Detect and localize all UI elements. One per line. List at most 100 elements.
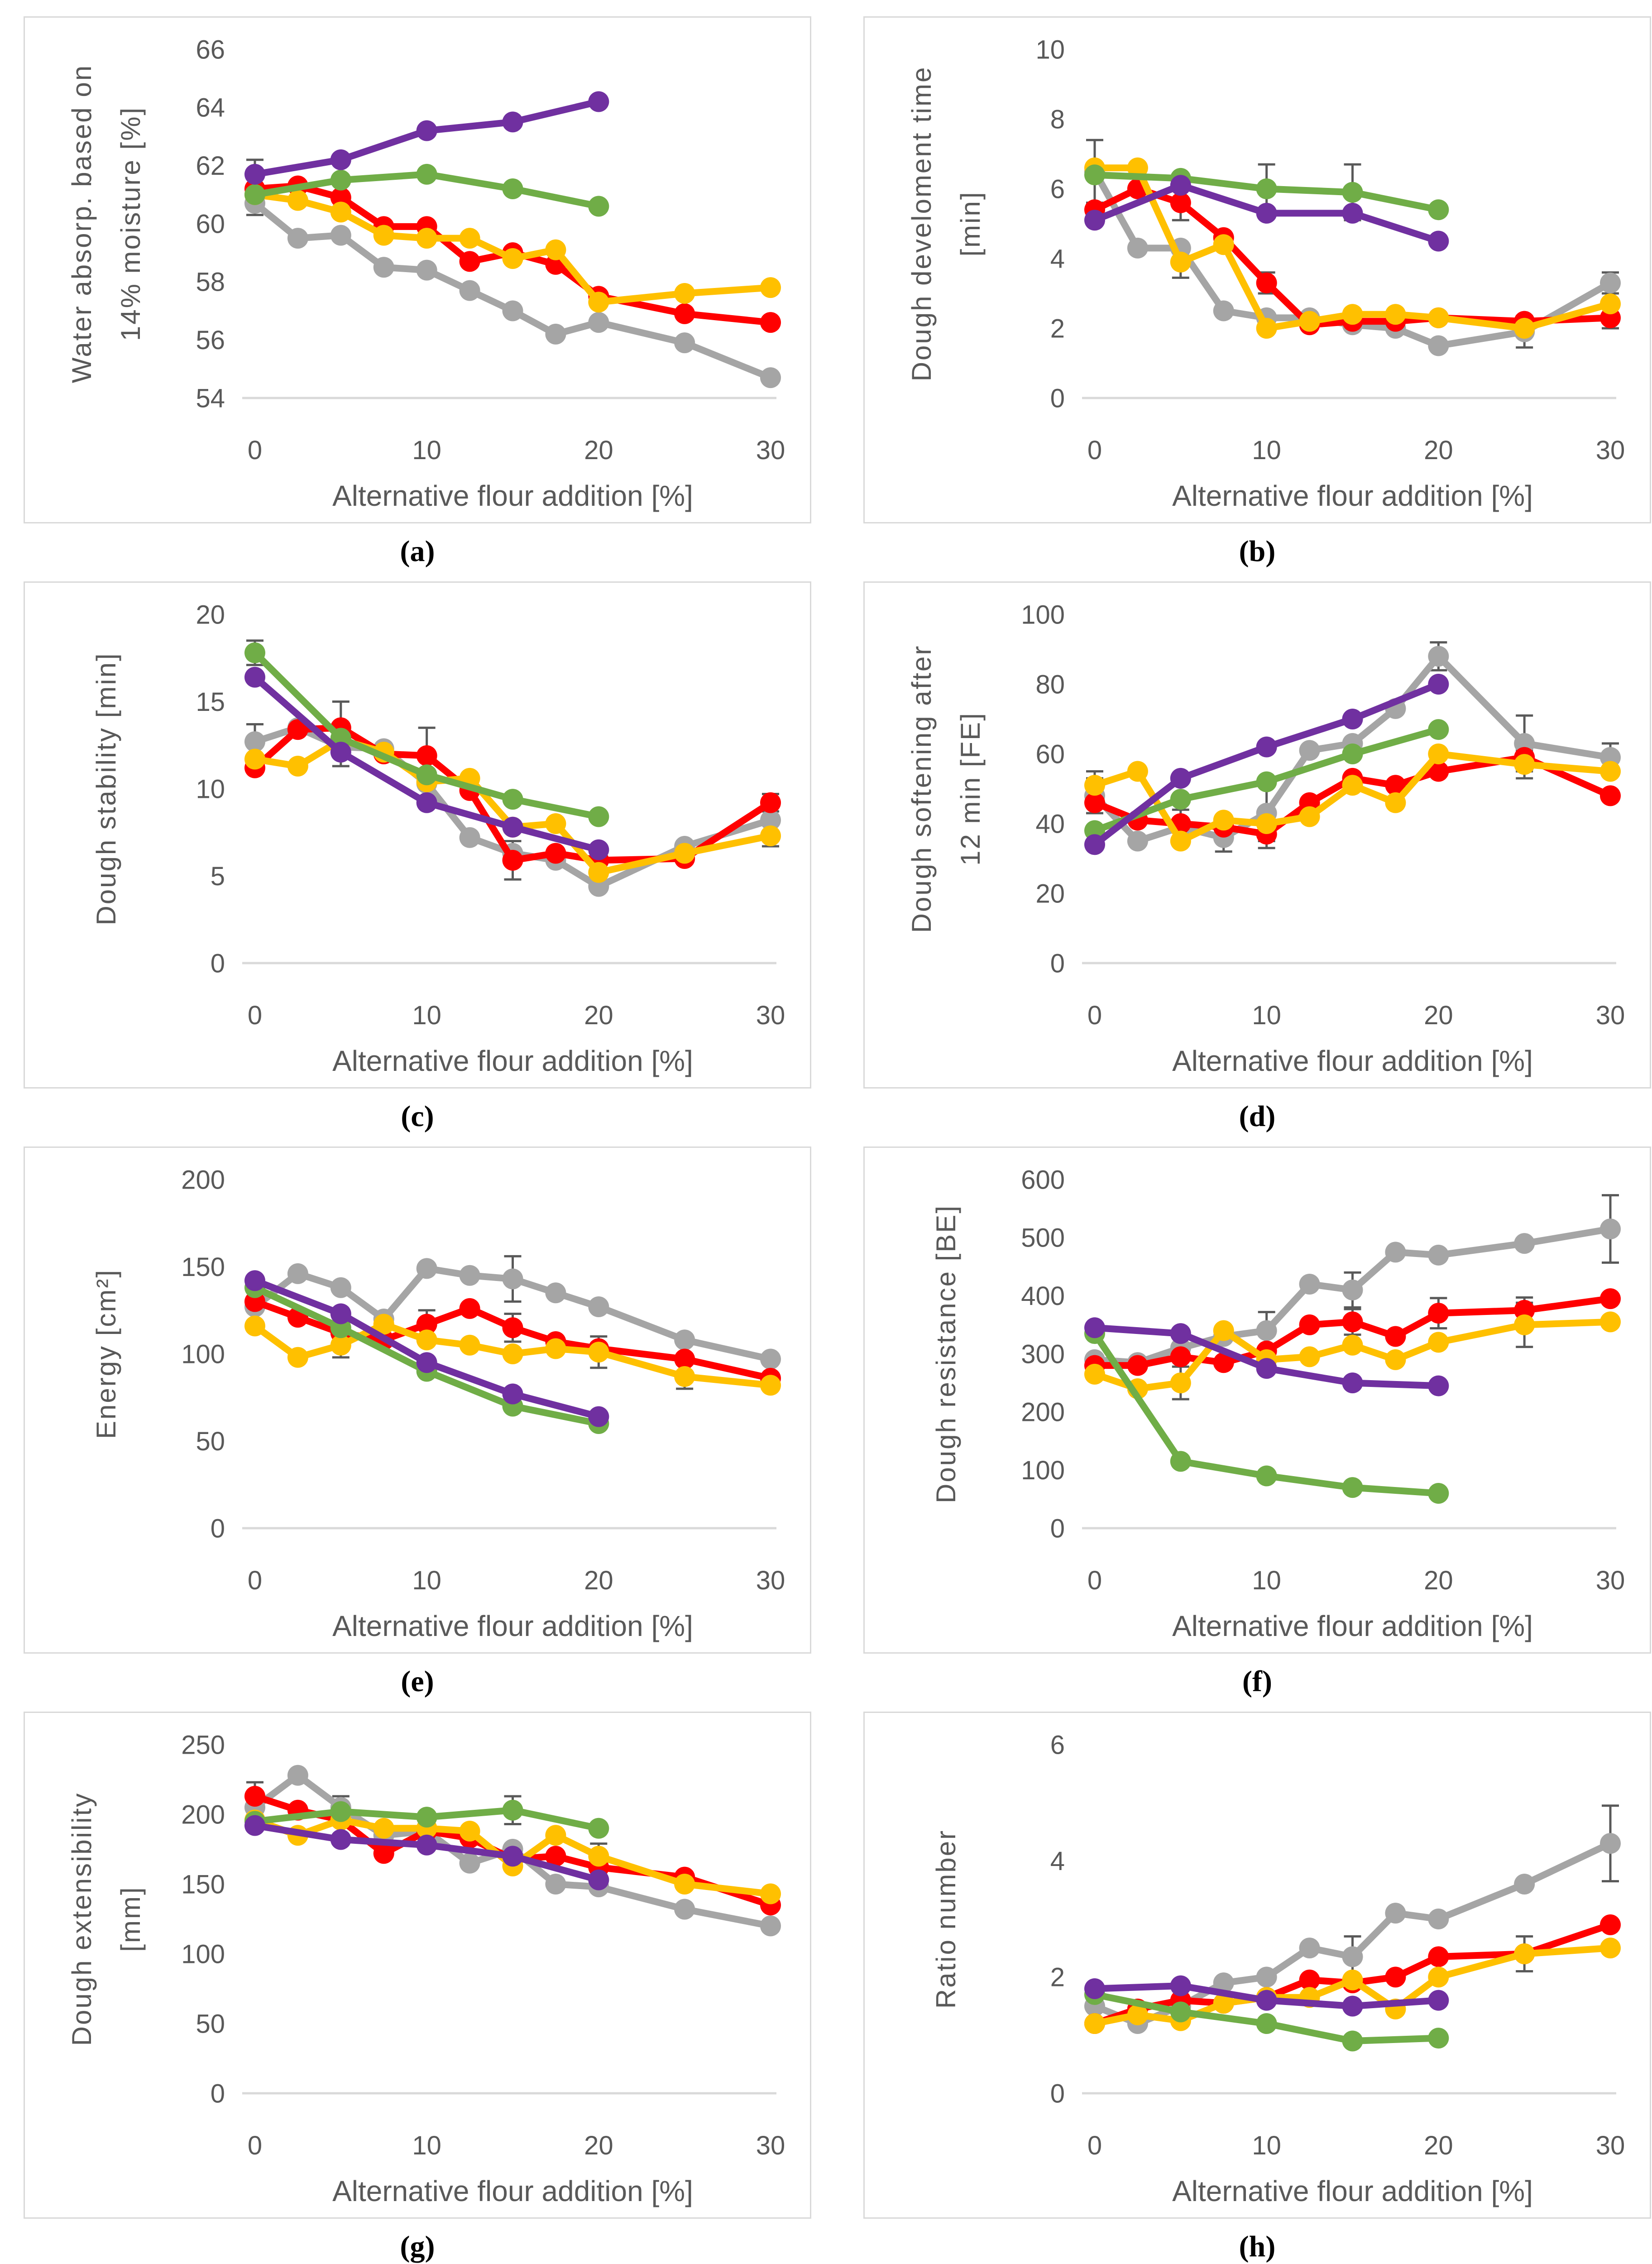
svg-text:300: 300 [1021,1339,1065,1369]
svg-text:4: 4 [1050,1847,1065,1876]
chart-b-canvas: 0 2 4 6 8 10 0 10 20 30 Alternative flour addition… [906,35,1625,512]
chart-panel-c: 0 5 10 15 20 0 10 20 30 Alternative flour additio… [24,581,811,1089]
svg-text:58: 58 [196,268,225,297]
svg-text:Alternative flour addition [%]: Alternative flour addition [%] [1172,480,1533,512]
svg-text:20: 20 [584,2131,613,2160]
svg-text:Alternative flour addition [%]: Alternative flour addition [%] [332,1045,693,1077]
svg-text:0: 0 [1050,949,1065,978]
caption-g: (g) [400,2230,435,2263]
svg-text:2: 2 [1050,1963,1065,1992]
svg-text:200: 200 [181,1165,225,1194]
svg-text:[mm]: [mm] [115,1886,146,1952]
svg-text:10: 10 [1252,436,1281,465]
figure-panel-b: 0 2 4 6 8 10 0 10 20 30 Alternative flour addition… [863,16,1651,575]
svg-text:Alternative flour addition [%]: Alternative flour addition [%] [332,480,693,512]
chart-f-canvas: 0 100 200 300 400 500 600 0 10 20 30 Alternative fl… [931,1165,1625,1642]
svg-text:10: 10 [1252,2131,1281,2160]
svg-text:0: 0 [248,2131,262,2160]
svg-text:0: 0 [1050,1514,1065,1543]
svg-text:0: 0 [211,1514,225,1543]
svg-text:30: 30 [1596,1001,1625,1030]
svg-text:Alternative flour addition [%]: Alternative flour addition [%] [1172,1610,1533,1642]
svg-text:10: 10 [412,1566,441,1595]
svg-text:8: 8 [1050,105,1065,134]
svg-text:30: 30 [756,436,785,465]
svg-text:Dough develoment time: Dough develoment time [906,66,937,382]
svg-text:Alternative flour addition [%]: Alternative flour addition [%] [332,1610,693,1642]
svg-text:64: 64 [196,93,225,123]
svg-text:Alternative flour addition [%]: Alternative flour addition [%] [1172,1045,1533,1077]
svg-text:100: 100 [1021,600,1065,629]
svg-text:10: 10 [412,1001,441,1030]
svg-text:0: 0 [211,949,225,978]
svg-text:0: 0 [248,1566,262,1595]
figure-panel-c: 0 5 10 15 20 0 10 20 30 Alternative flour additio… [24,581,811,1140]
svg-text:15: 15 [196,687,225,717]
svg-text:20: 20 [1424,2131,1453,2160]
chart-g-canvas: 0 50 100 150 200 250 0 10 20 30 Alternative flour … [67,1730,785,2207]
chart-panel-h: 0 2 4 6 0 10 20 30 Alternative flour addition [%… [863,1712,1651,2219]
svg-text:Dough stability [min]: Dough stability [min] [91,652,121,925]
svg-text:0: 0 [211,2079,225,2108]
chart-panel-g: 0 50 100 150 200 250 0 10 20 30 Alternative flour … [24,1712,811,2219]
svg-text:[min]: [min] [955,191,986,256]
figure-panel-h: 0 2 4 6 0 10 20 30 Alternative flour addition [%… [863,1712,1651,2264]
svg-text:30: 30 [756,2131,785,2160]
svg-text:66: 66 [196,35,225,64]
svg-text:0: 0 [248,436,262,465]
svg-text:10: 10 [1252,1566,1281,1595]
svg-text:Energy [cm²]: Energy [cm²] [91,1269,121,1439]
svg-text:0: 0 [1050,2079,1065,2108]
svg-text:30: 30 [756,1001,785,1030]
svg-text:Alternative flour addition [%]: Alternative flour addition [%] [1172,2175,1533,2207]
svg-text:56: 56 [196,326,225,355]
svg-text:50: 50 [196,2009,225,2039]
chart-panel-d: 0 20 40 60 80 100 0 10 20 30 Alternative flour add… [863,581,1651,1089]
svg-text:150: 150 [181,1870,225,1899]
svg-text:2: 2 [1050,314,1065,343]
svg-text:20: 20 [1035,879,1065,908]
chart-panel-f: 0 100 200 300 400 500 600 0 10 20 30 Alternative fl… [863,1146,1651,1654]
caption-a: (a) [400,535,435,568]
caption-f: (f) [1242,1665,1272,1698]
svg-text:0: 0 [248,1001,262,1030]
chart-e-canvas: 0 50 100 150 200 0 10 20 30 Alternative flour add… [91,1165,785,1642]
chart-panel-b: 0 2 4 6 8 10 0 10 20 30 Alternative flour addition… [863,16,1651,523]
svg-text:30: 30 [756,1566,785,1595]
svg-text:80: 80 [1035,670,1065,699]
svg-text:10: 10 [196,774,225,804]
svg-text:Dough extensibility: Dough extensibility [67,1792,97,2046]
svg-text:10: 10 [1252,1001,1281,1030]
chart-h-canvas: 0 2 4 6 0 10 20 30 Alternative flour addition [%… [931,1730,1625,2207]
figure-panel-d: 0 20 40 60 80 100 0 10 20 30 Alternative flour add… [863,581,1651,1140]
svg-text:200: 200 [181,1800,225,1829]
svg-text:150: 150 [181,1252,225,1282]
caption-e: (e) [401,1665,434,1698]
svg-text:100: 100 [181,1339,225,1369]
svg-text:10: 10 [412,2131,441,2160]
caption-b: (b) [1239,535,1276,568]
svg-text:200: 200 [1021,1398,1065,1427]
svg-text:0: 0 [1087,436,1102,465]
chart-panel-a: 54 56 58 60 62 64 66 0 10 20 30 Alternative flour a… [24,16,811,523]
svg-text:20: 20 [1424,1001,1453,1030]
svg-text:0: 0 [1087,1566,1102,1595]
chart-c-canvas: 0 5 10 15 20 0 10 20 30 Alternative flour additio… [91,600,785,1077]
svg-text:60: 60 [196,209,225,239]
svg-text:50: 50 [196,1427,225,1456]
svg-text:14% moisture [%]: 14% moisture [%] [115,106,146,341]
svg-text:10: 10 [412,436,441,465]
svg-text:400: 400 [1021,1281,1065,1311]
svg-text:4: 4 [1050,244,1065,273]
svg-text:5: 5 [211,862,225,891]
svg-text:20: 20 [584,1001,613,1030]
svg-text:Dough resistance [BE]: Dough resistance [BE] [931,1204,961,1503]
svg-text:6: 6 [1050,1730,1065,1760]
svg-text:20: 20 [196,600,225,629]
figure-panel-g: 0 50 100 150 200 250 0 10 20 30 Alternative flour … [24,1712,811,2264]
svg-text:Ratio number: Ratio number [931,1829,961,2009]
svg-text:Water absorp. based on: Water absorp. based on [67,64,97,383]
svg-text:54: 54 [196,384,225,413]
chart-panel-e: 0 50 100 150 200 0 10 20 30 Alternative flour add… [24,1146,811,1654]
